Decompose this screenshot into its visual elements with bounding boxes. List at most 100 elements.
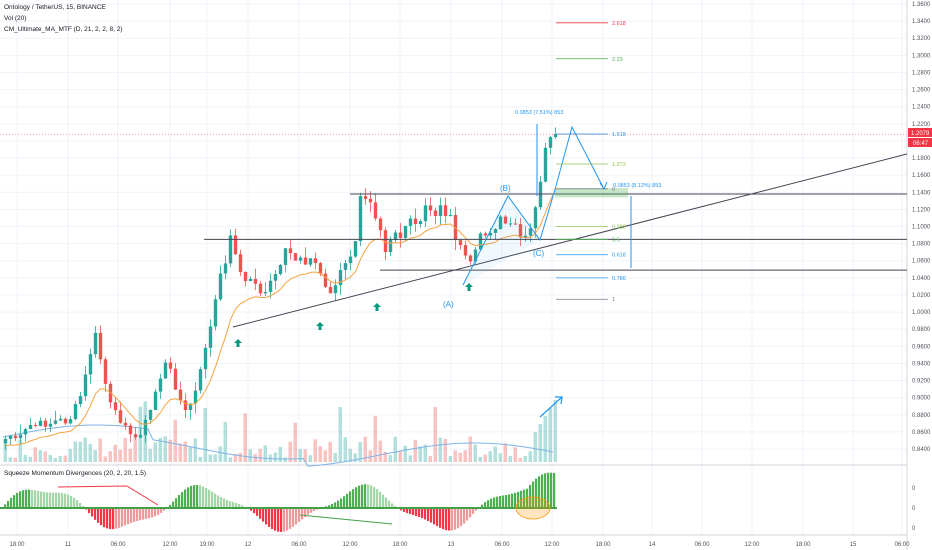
candle-body xyxy=(148,409,153,420)
time-tick: 12:00 xyxy=(162,542,178,548)
price-axis[interactable]: 1.3600 1.3400 1.3200 1.3000 1.2800 1.2600 1.24… xyxy=(912,2,931,453)
candle-body xyxy=(218,273,223,300)
volume-bar xyxy=(318,446,322,462)
volume-bar xyxy=(438,437,442,462)
candle-body xyxy=(388,239,393,253)
squeeze-bar xyxy=(7,500,10,508)
candle-body xyxy=(268,280,273,292)
candle-body xyxy=(273,274,278,281)
squeeze-bar xyxy=(202,486,205,508)
volume-bar xyxy=(543,416,547,462)
candle-body xyxy=(448,214,453,217)
volume-ma xyxy=(2,424,554,467)
squeeze-bar xyxy=(52,492,55,508)
candle-body xyxy=(488,232,493,236)
squeeze-bar xyxy=(175,498,178,508)
squeeze-bar xyxy=(484,502,487,508)
candle-body xyxy=(378,218,383,231)
symbol-title[interactable]: Ontology / TetherUS, 15, BINANCE xyxy=(4,4,106,11)
squeeze-bar xyxy=(208,489,211,508)
volume-bar xyxy=(133,438,137,462)
squeeze-bar xyxy=(253,508,256,514)
time-axis[interactable]: 18:00 11 06:00 12:00 19:00 12 06:00 12:00 18:00 1… xyxy=(9,542,910,548)
squeeze-bar xyxy=(520,490,523,508)
time-tick: 12 xyxy=(245,542,252,548)
time-tick: 12:00 xyxy=(544,542,560,548)
squeeze-legend[interactable]: Squeeze Momentum Divergences (20, 2, 20,… xyxy=(4,470,146,477)
volume-bar xyxy=(223,422,227,462)
volume-bar xyxy=(183,441,187,462)
volume-bar xyxy=(253,454,257,462)
countdown: 06:47 xyxy=(913,141,929,147)
volume-bar xyxy=(8,457,12,462)
squeeze-bar xyxy=(130,508,133,523)
wave-path xyxy=(462,185,557,286)
candle-body xyxy=(438,205,443,217)
volume-bar xyxy=(428,456,432,462)
squeeze-bar xyxy=(415,508,418,517)
candle-body xyxy=(478,233,483,250)
time-tick: 12:00 xyxy=(342,542,358,548)
candle-body xyxy=(58,418,63,421)
volume-bar xyxy=(128,448,132,462)
price-tick: 1.1600 xyxy=(912,173,931,179)
volume-bar xyxy=(73,441,77,462)
squeeze-bar xyxy=(328,505,331,508)
volume-bar xyxy=(118,449,122,462)
squeeze-bar xyxy=(217,495,220,508)
squeeze-bar xyxy=(532,481,535,508)
squeeze-bar xyxy=(19,491,22,508)
volume-bar xyxy=(228,457,232,462)
volume-bar xyxy=(383,451,387,462)
candle-body xyxy=(548,137,553,148)
squeeze-bar xyxy=(544,473,547,508)
candle-body xyxy=(18,434,23,439)
candle-body xyxy=(163,362,168,379)
squeeze-tick: 0 xyxy=(912,526,916,532)
price-tick: 0.8600 xyxy=(912,430,931,436)
price-tick: 1.2800 xyxy=(912,70,931,76)
squeeze-bar xyxy=(58,492,61,508)
squeeze-bar xyxy=(262,508,265,522)
volume-bar xyxy=(238,452,242,462)
squeeze-bar xyxy=(106,508,109,529)
candle-body xyxy=(303,257,308,265)
candles xyxy=(3,127,558,450)
candle-body xyxy=(208,326,213,348)
volume-bar xyxy=(408,455,412,462)
squeeze-bar xyxy=(331,503,334,508)
squeeze-bar xyxy=(55,492,58,508)
squeeze-bar xyxy=(103,508,106,528)
divergence-line xyxy=(57,485,128,488)
squeeze-bar xyxy=(466,508,469,521)
candle-body xyxy=(243,271,248,282)
volume-legend[interactable]: Vol (20) xyxy=(4,15,26,22)
squeeze-bar xyxy=(214,493,217,508)
squeeze-bar xyxy=(169,504,172,508)
ma-legend[interactable]: CM_Ultimate_MA_MTF (D, 21, 2, 2, 8, 2) xyxy=(4,26,122,33)
candle-body xyxy=(63,418,68,424)
candle-body xyxy=(8,435,13,439)
candle-body xyxy=(153,391,158,410)
candle-body xyxy=(83,374,88,397)
fib-label: 2.23 xyxy=(612,57,623,63)
candle-body xyxy=(123,422,128,426)
volume-bar xyxy=(298,449,302,462)
squeeze-bar xyxy=(277,508,280,532)
squeeze-bar xyxy=(454,508,457,530)
squeeze-bar xyxy=(418,508,421,518)
squeeze-bar xyxy=(553,472,556,508)
squeeze-bar xyxy=(25,489,28,508)
squeeze-bar xyxy=(436,508,439,527)
drawings[interactable] xyxy=(204,124,908,418)
volume-bar xyxy=(443,438,447,462)
volume-bar xyxy=(528,451,532,462)
squeeze-bar xyxy=(196,485,199,508)
fib-label: 0.786 xyxy=(612,276,626,282)
volume-bar xyxy=(393,436,397,462)
squeeze-bar xyxy=(508,494,511,508)
volume-bar xyxy=(188,446,192,462)
squeeze-bar xyxy=(433,508,436,525)
volume-bar xyxy=(273,452,277,462)
